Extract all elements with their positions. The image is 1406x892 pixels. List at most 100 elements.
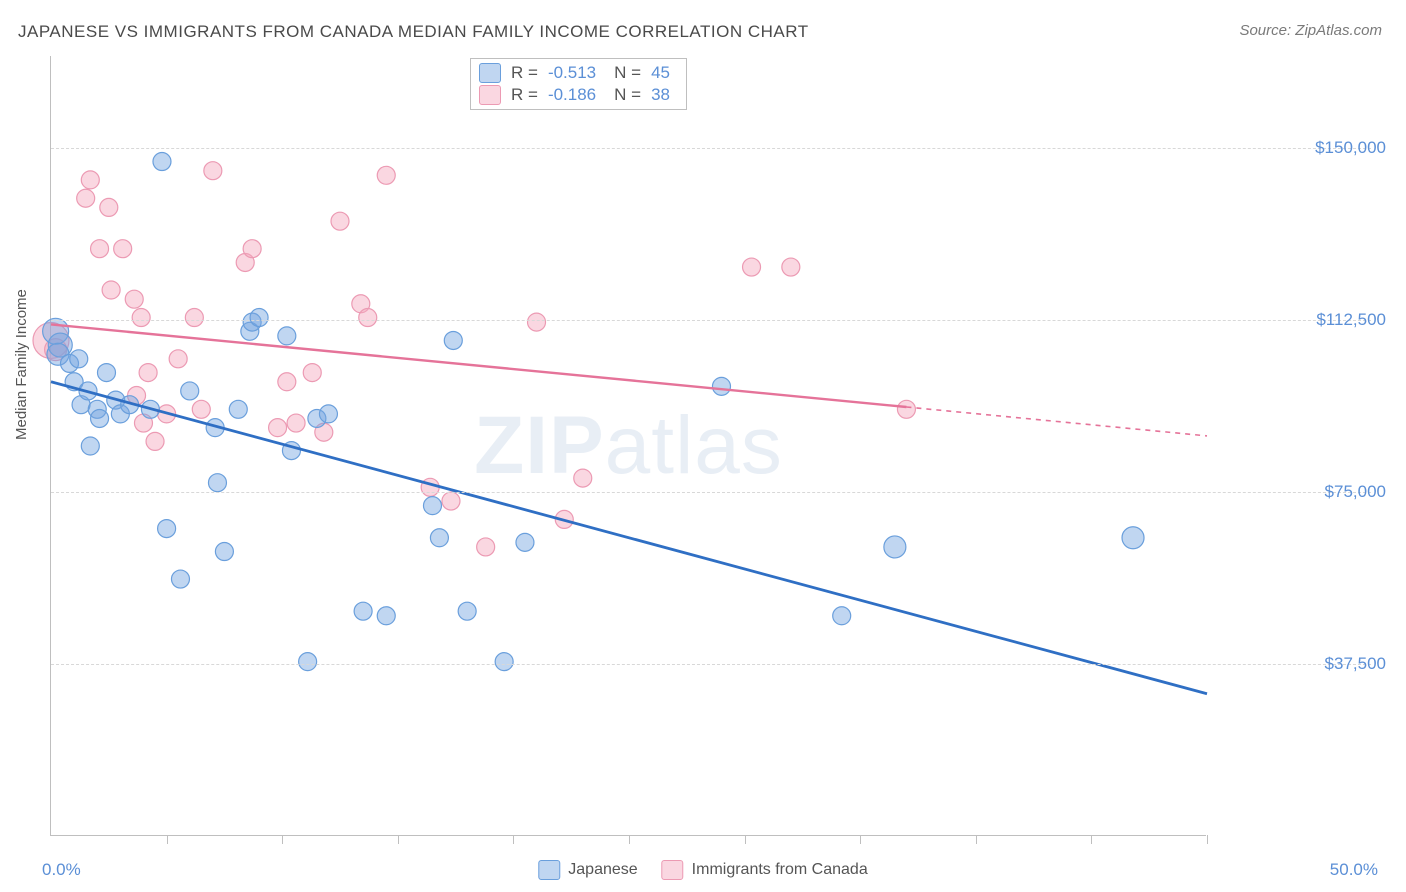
x-axis-min-label: 0.0% xyxy=(42,860,81,880)
y-tick-label: $75,000 xyxy=(1325,482,1386,502)
x-tick xyxy=(398,835,399,844)
x-tick xyxy=(745,835,746,844)
data-point xyxy=(423,497,441,515)
stats-row: R =-0.186N =38 xyxy=(479,84,678,106)
legend-item: Japanese xyxy=(538,860,637,880)
data-point xyxy=(204,162,222,180)
legend-item: Immigrants from Canada xyxy=(662,860,868,880)
data-point xyxy=(81,171,99,189)
data-point xyxy=(181,382,199,400)
x-tick xyxy=(282,835,283,844)
data-point xyxy=(458,602,476,620)
data-point xyxy=(444,331,462,349)
data-point xyxy=(377,166,395,184)
data-point xyxy=(331,212,349,230)
stat-n-label: N = xyxy=(614,85,641,105)
data-point xyxy=(243,240,261,258)
legend-label: Immigrants from Canada xyxy=(692,861,868,879)
data-point xyxy=(442,492,460,510)
data-point xyxy=(377,607,395,625)
data-point xyxy=(884,536,906,558)
data-point xyxy=(192,400,210,418)
x-tick xyxy=(1091,835,1092,844)
data-point xyxy=(782,258,800,276)
data-point xyxy=(171,570,189,588)
data-point xyxy=(743,258,761,276)
data-point xyxy=(897,400,915,418)
data-point xyxy=(477,538,495,556)
data-point xyxy=(287,414,305,432)
data-point xyxy=(102,281,120,299)
x-tick xyxy=(860,835,861,844)
data-point xyxy=(185,309,203,327)
stat-n-value: 45 xyxy=(651,63,670,83)
data-point xyxy=(833,607,851,625)
legend-label: Japanese xyxy=(568,861,637,879)
gridline xyxy=(51,148,1371,149)
data-point xyxy=(70,350,88,368)
stat-r-value: -0.186 xyxy=(548,85,596,105)
legend-swatch xyxy=(662,860,684,880)
data-point xyxy=(153,153,171,171)
legend-swatch xyxy=(479,85,501,105)
data-point xyxy=(359,309,377,327)
data-point xyxy=(91,240,109,258)
data-point xyxy=(97,364,115,382)
x-tick xyxy=(513,835,514,844)
data-point xyxy=(100,198,118,216)
chart-title: JAPANESE VS IMMIGRANTS FROM CANADA MEDIA… xyxy=(18,22,809,42)
data-point xyxy=(303,364,321,382)
data-point xyxy=(354,602,372,620)
stats-legend-box: R =-0.513N =45R =-0.186N =38 xyxy=(470,58,687,110)
data-point xyxy=(114,240,132,258)
stat-n-label: N = xyxy=(614,63,641,83)
legend-swatch xyxy=(538,860,560,880)
gridline xyxy=(51,664,1371,665)
data-point xyxy=(269,419,287,437)
stats-row: R = -0.513 N = 45 xyxy=(479,62,678,84)
x-axis-max-label: 50.0% xyxy=(1330,860,1378,880)
data-point xyxy=(208,474,226,492)
data-point xyxy=(516,533,534,551)
y-tick-label: $37,500 xyxy=(1325,654,1386,674)
data-point xyxy=(125,290,143,308)
legend-swatch xyxy=(479,63,501,83)
source-attribution: Source: ZipAtlas.com xyxy=(1239,22,1382,39)
data-point xyxy=(169,350,187,368)
x-tick xyxy=(976,835,977,844)
data-point xyxy=(712,377,730,395)
y-axis-label: Median Family Income xyxy=(13,289,30,440)
gridline xyxy=(51,492,1371,493)
data-point xyxy=(430,529,448,547)
data-point xyxy=(91,409,109,427)
plot-area: ZIPatlas xyxy=(50,56,1206,836)
data-point xyxy=(495,653,513,671)
data-point xyxy=(146,432,164,450)
trend-line-canada-extrapolated xyxy=(906,407,1207,436)
data-point xyxy=(1122,527,1144,549)
stat-r-label: R = xyxy=(511,63,538,83)
stat-r-label: R = xyxy=(511,85,538,105)
data-point xyxy=(319,405,337,423)
data-point xyxy=(229,400,247,418)
y-tick-label: $112,500 xyxy=(1316,310,1386,330)
series-legend: Japanese Immigrants from Canada xyxy=(538,860,867,880)
data-point xyxy=(250,309,268,327)
gridline xyxy=(51,320,1371,321)
data-point xyxy=(278,373,296,391)
data-point xyxy=(299,653,317,671)
stat-r-value: -0.513 xyxy=(548,63,596,83)
x-tick xyxy=(629,835,630,844)
data-point xyxy=(574,469,592,487)
x-tick xyxy=(1207,835,1208,844)
x-tick xyxy=(167,835,168,844)
data-point xyxy=(158,520,176,538)
data-point xyxy=(139,364,157,382)
data-point xyxy=(278,327,296,345)
trend-line-japanese xyxy=(51,382,1207,694)
data-point xyxy=(132,309,150,327)
data-point xyxy=(81,437,99,455)
data-point xyxy=(215,543,233,561)
chart-svg xyxy=(51,56,1206,835)
y-tick-label: $150,000 xyxy=(1315,138,1386,158)
